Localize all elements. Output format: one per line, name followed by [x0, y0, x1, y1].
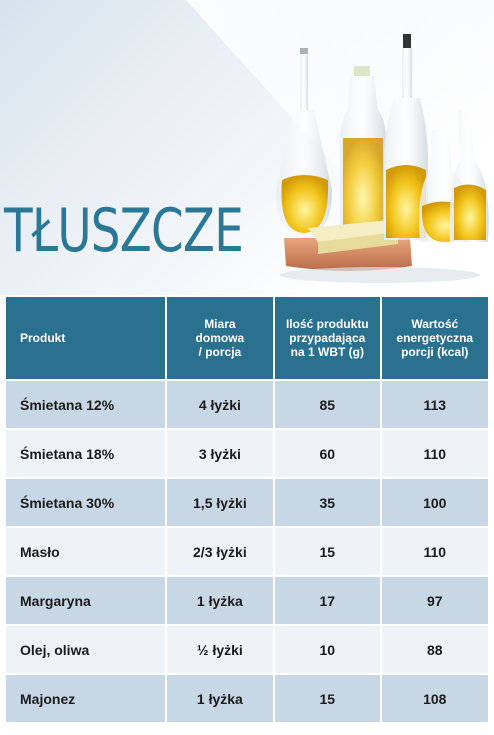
header-measure: Miara domowa / porcja — [166, 297, 274, 379]
cell-amount: 60 — [275, 430, 380, 477]
table-row: Śmietana 30% 1,5 łyżki 35 100 — [6, 479, 488, 526]
cell-energy: 108 — [381, 675, 488, 722]
cell-energy: 88 — [381, 626, 488, 673]
cell-product: Margaryna — [6, 577, 165, 624]
cell-product: Śmietana 30% — [6, 479, 165, 526]
oil-bottles-image — [276, 34, 489, 283]
header-banner: TŁUSZCZE — [0, 0, 494, 295]
cell-measure: ½ łyżki — [166, 626, 274, 673]
table-row: Olej, oliwa ½ łyżki 10 88 — [6, 626, 488, 673]
cell-measure: 1 łyżka — [166, 577, 274, 624]
header-energy: Wartość energetyczna porcji (kcal) — [381, 297, 488, 379]
table-row: Śmietana 12% 4 łyżki 85 113 — [6, 381, 488, 428]
table-header-row: Produkt Miara domowa / porcja Ilość produk… — [6, 297, 488, 379]
cell-amount: 15 — [275, 528, 380, 575]
cell-amount: 85 — [275, 381, 380, 428]
cell-energy: 110 — [381, 528, 488, 575]
fats-table: Produkt Miara domowa / porcja Ilość produk… — [4, 295, 490, 724]
cell-measure: 2/3 łyżki — [166, 528, 274, 575]
cell-energy: 97 — [381, 577, 488, 624]
cell-product: Olej, oliwa — [6, 626, 165, 673]
cell-amount: 15 — [275, 675, 380, 722]
cell-product: Śmietana 12% — [6, 381, 165, 428]
cell-energy: 113 — [381, 381, 488, 428]
table-row: Majonez 1 łyżka 15 108 — [6, 675, 488, 722]
page-title: TŁUSZCZE — [4, 196, 244, 266]
table-row: Margaryna 1 łyżka 17 97 — [6, 577, 488, 624]
cell-measure: 1 łyżka — [166, 675, 274, 722]
cell-measure: 3 łyżki — [166, 430, 274, 477]
cell-amount: 35 — [275, 479, 380, 526]
cell-energy: 100 — [381, 479, 488, 526]
cell-product: Masło — [6, 528, 165, 575]
cell-measure: 1,5 łyżki — [166, 479, 274, 526]
cell-product: Majonez — [6, 675, 165, 722]
cell-product: Śmietana 18% — [6, 430, 165, 477]
cell-amount: 10 — [275, 626, 380, 673]
cell-measure: 4 łyżki — [166, 381, 274, 428]
cell-energy: 110 — [381, 430, 488, 477]
table-row: Masło 2/3 łyżki 15 110 — [6, 528, 488, 575]
cell-amount: 17 — [275, 577, 380, 624]
header-amount: Ilość produktu przypadająca na 1 WBT (g) — [275, 297, 380, 379]
header-product: Produkt — [6, 297, 165, 379]
table-row: Śmietana 18% 3 łyżki 60 110 — [6, 430, 488, 477]
